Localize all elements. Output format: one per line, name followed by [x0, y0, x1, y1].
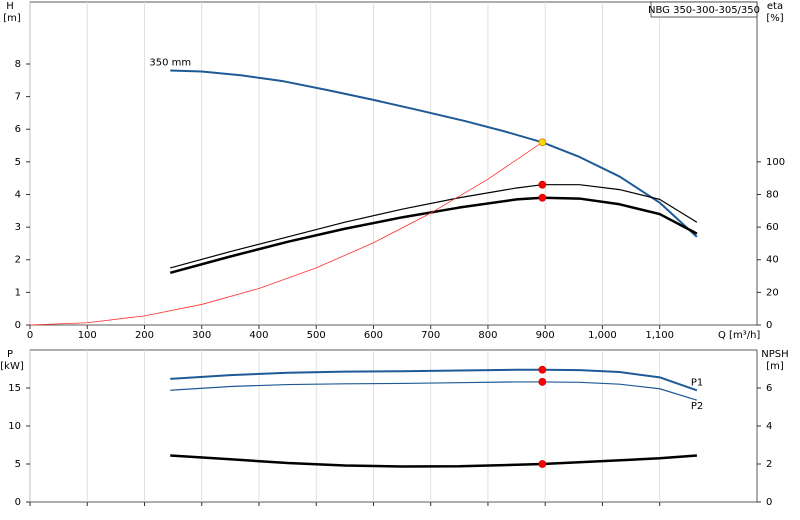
- y-axis-unit: [kW]: [0, 361, 24, 372]
- curve: [170, 381, 698, 401]
- curve: [170, 69, 698, 238]
- x-tick-label: 0: [27, 330, 33, 341]
- y-axis-label: H: [6, 1, 14, 12]
- y-tick-label: 5: [15, 157, 21, 168]
- series-label: P1: [691, 377, 703, 388]
- curve: [29, 141, 543, 326]
- y2-axis-unit: [%]: [766, 13, 783, 24]
- y-tick-label: 3: [15, 222, 21, 233]
- title-box: [650, 1, 758, 18]
- x-tick-label: 500: [307, 330, 326, 341]
- y-tick-label: 5: [15, 459, 21, 470]
- duty-point: [538, 138, 547, 147]
- x-tick-label: 900: [536, 330, 555, 341]
- y2-axis-label: eta: [767, 1, 783, 12]
- y2-tick-label: 60: [766, 222, 779, 233]
- curve: [170, 454, 697, 468]
- x-tick-label: 100: [78, 330, 97, 341]
- series-label: 350 mm: [149, 58, 191, 69]
- x-tick-label: 1,000: [588, 330, 617, 341]
- y2-tick-label: 0: [766, 497, 772, 508]
- duty-point: [538, 378, 547, 386]
- duty-point: [538, 365, 547, 374]
- y2-tick-label: 0: [766, 320, 772, 331]
- x-tick-label: 1,100: [645, 330, 674, 341]
- y2-tick-label: 40: [766, 255, 779, 266]
- y-tick-label: 1: [15, 287, 21, 298]
- y-axis-label: P: [7, 349, 13, 360]
- y2-axis-unit: [m]: [766, 361, 784, 372]
- y2-tick-label: 2: [766, 459, 772, 470]
- x-tick-label: 700: [421, 330, 440, 341]
- x-tick-label: 600: [364, 330, 383, 341]
- y2-tick-label: 100: [766, 157, 785, 168]
- y2-tick-label: 4: [766, 421, 772, 432]
- y-tick-label: 0: [15, 320, 21, 331]
- y-tick-label: 6: [15, 124, 21, 135]
- plot-frame: [29, 1, 758, 326]
- curve: [170, 368, 698, 392]
- x-tick-label: 800: [478, 330, 497, 341]
- x-tick-label: 400: [249, 330, 268, 341]
- y2-tick-label: 80: [766, 189, 779, 200]
- y-tick-label: 4: [15, 189, 21, 200]
- curve: [170, 184, 698, 269]
- y-tick-label: 0: [15, 497, 21, 508]
- y-tick-label: 10: [8, 421, 21, 432]
- curve: [169, 196, 698, 275]
- duty-point: [538, 193, 547, 202]
- duty-point: [538, 180, 547, 189]
- x-tick-label: 300: [192, 330, 211, 341]
- x-axis-label: Q [m³/h]: [718, 330, 760, 341]
- y-tick-label: 8: [15, 59, 21, 70]
- chart-title: NBG 350-300-305/350: [648, 5, 760, 16]
- plot-frame: [29, 349, 758, 503]
- y2-axis-label: NPSH: [761, 349, 788, 360]
- x-tick-label: 200: [135, 330, 154, 341]
- y-tick-label: 15: [8, 383, 21, 394]
- y2-tick-label: 6: [766, 383, 772, 394]
- y-axis-unit: [m]: [3, 13, 21, 24]
- duty-point: [538, 460, 547, 468]
- y-tick-label: 2: [15, 255, 21, 266]
- series-label: P2: [691, 401, 703, 412]
- y-tick-label: 7: [15, 92, 21, 103]
- y2-tick-label: 20: [766, 287, 779, 298]
